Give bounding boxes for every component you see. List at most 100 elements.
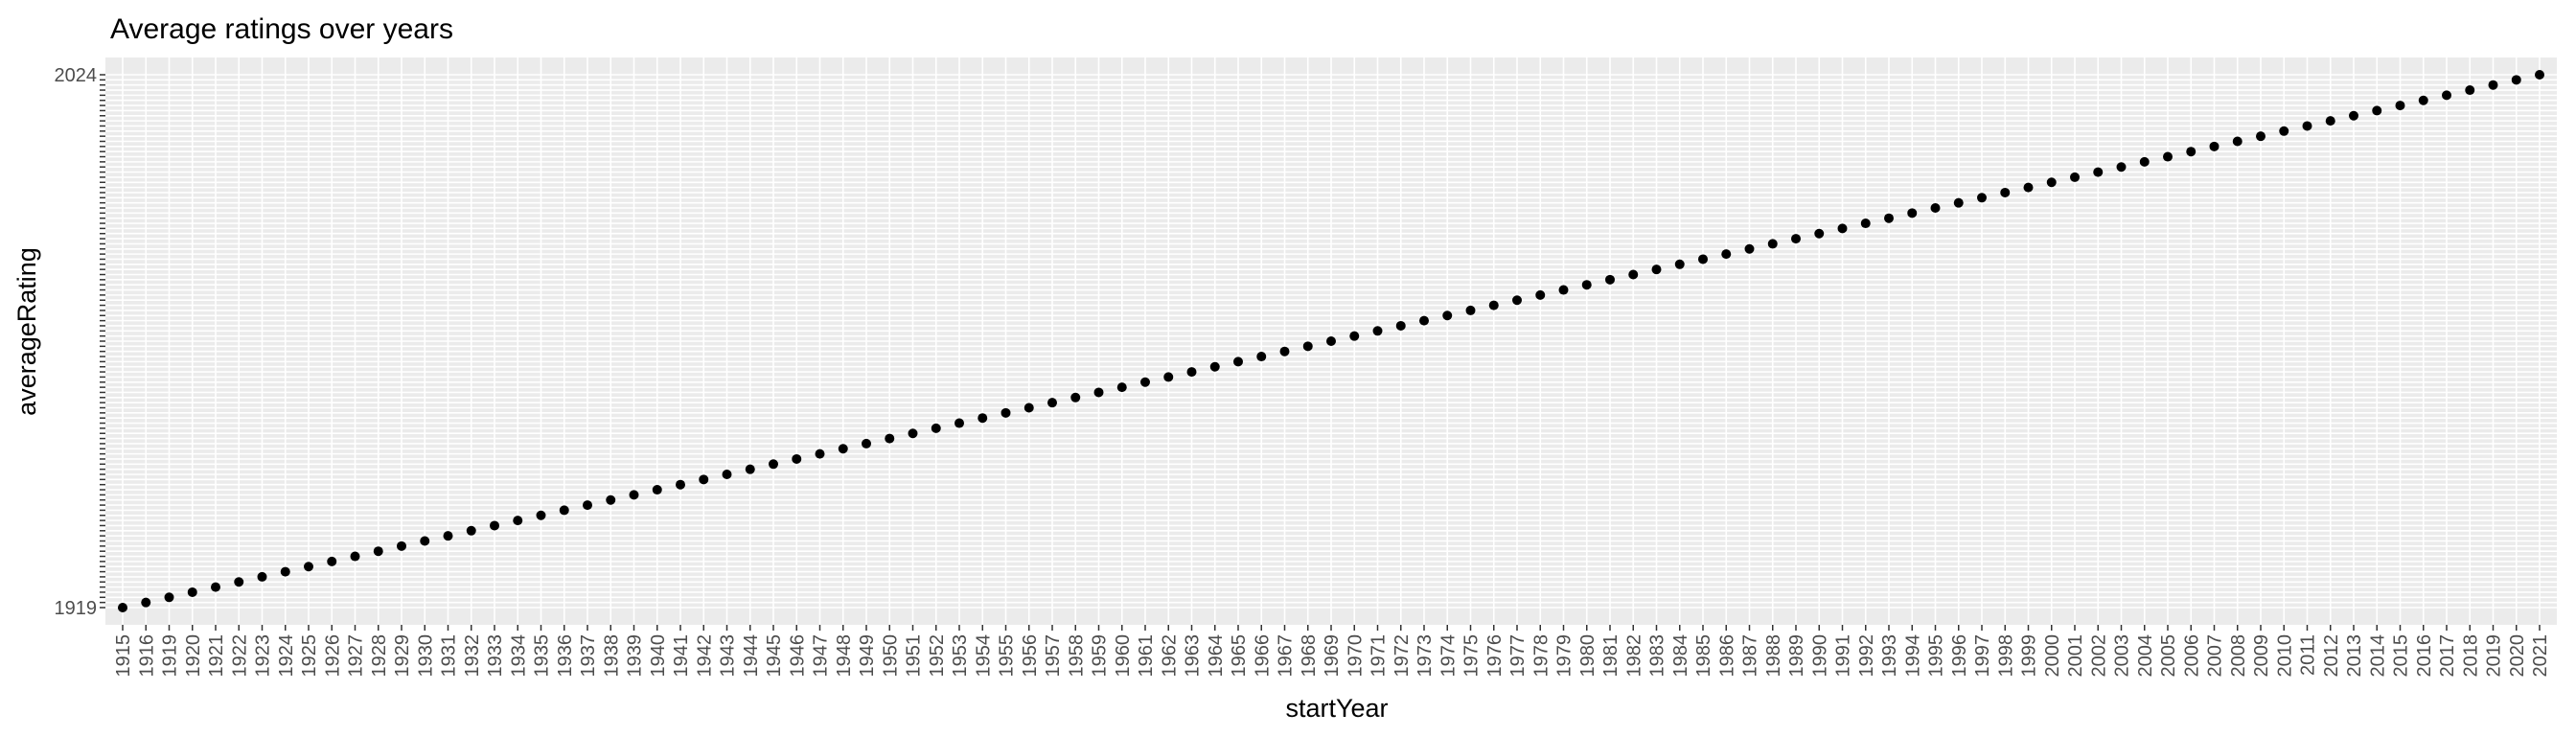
data-point bbox=[1000, 407, 1011, 418]
data-point bbox=[1488, 300, 1499, 310]
x-tick-label: 1966 bbox=[1252, 634, 1273, 678]
data-point bbox=[745, 464, 755, 474]
x-tick-label: 1998 bbox=[1995, 634, 2016, 678]
x-tick-label: 2012 bbox=[2321, 634, 2342, 678]
data-point bbox=[931, 423, 941, 433]
data-point bbox=[1907, 208, 1918, 218]
x-tick-label: 1984 bbox=[1670, 634, 1691, 678]
data-point bbox=[2116, 162, 2127, 172]
x-tick-label: 1950 bbox=[880, 634, 901, 678]
data-point bbox=[815, 448, 825, 459]
x-tick-label: 1925 bbox=[299, 634, 320, 678]
chart-title: Average ratings over years bbox=[110, 13, 453, 45]
x-tick-label: 2018 bbox=[2460, 634, 2481, 678]
x-tick-label: 1988 bbox=[1763, 634, 1784, 678]
x-tick-label: 1929 bbox=[392, 634, 413, 678]
x-tick-label: 2008 bbox=[2228, 634, 2249, 678]
data-point bbox=[583, 500, 592, 511]
data-point bbox=[1302, 341, 1313, 352]
data-point bbox=[2046, 177, 2057, 188]
x-tick-label: 1937 bbox=[578, 634, 599, 678]
x-tick-label: 1936 bbox=[555, 634, 576, 678]
x-tick-label: 1955 bbox=[997, 634, 1018, 678]
data-point bbox=[978, 413, 988, 424]
data-point bbox=[559, 505, 569, 516]
x-tick-label: 2009 bbox=[2251, 634, 2272, 678]
data-point bbox=[2256, 131, 2266, 142]
y-tick-label: 2024 bbox=[55, 65, 98, 86]
x-tick-label: 1972 bbox=[1392, 634, 1413, 678]
x-tick-label: 1945 bbox=[764, 634, 785, 678]
x-tick-label: 1940 bbox=[648, 634, 669, 678]
data-point bbox=[1884, 213, 1894, 223]
x-axis-title: startYear bbox=[1285, 694, 1388, 723]
x-tick-label: 1919 bbox=[160, 634, 181, 678]
x-tick-label: 1930 bbox=[415, 634, 436, 678]
data-point bbox=[1558, 285, 1569, 295]
x-tick-label: 1944 bbox=[741, 634, 762, 678]
data-point bbox=[1279, 346, 1290, 356]
data-point bbox=[1395, 320, 1406, 331]
data-point bbox=[1233, 356, 1243, 367]
x-tick-label: 1916 bbox=[136, 634, 157, 678]
x-tick-label: 2015 bbox=[2391, 634, 2412, 678]
data-point bbox=[1814, 228, 1825, 239]
x-tick-label: 1921 bbox=[206, 634, 227, 678]
data-point bbox=[257, 571, 267, 582]
data-point bbox=[1442, 310, 1453, 321]
data-point bbox=[304, 562, 313, 572]
data-point bbox=[211, 582, 220, 592]
x-tick-label: 1999 bbox=[2019, 634, 2040, 678]
x-tick-label: 2000 bbox=[2042, 634, 2063, 678]
x-tick-label: 1954 bbox=[973, 634, 994, 678]
data-point bbox=[1116, 382, 1127, 393]
data-point bbox=[141, 597, 151, 608]
x-tick-label: 2004 bbox=[2135, 634, 2156, 678]
data-point bbox=[1651, 264, 1662, 275]
x-tick-label: 1960 bbox=[1113, 634, 1134, 678]
data-point bbox=[2442, 90, 2451, 101]
x-tick-label: 2021 bbox=[2530, 634, 2551, 678]
x-tick-label: 1915 bbox=[113, 634, 134, 678]
data-point bbox=[536, 510, 546, 520]
data-point bbox=[443, 531, 453, 541]
data-point bbox=[2511, 75, 2521, 85]
data-point bbox=[838, 444, 848, 454]
data-point bbox=[1791, 234, 1801, 244]
data-point bbox=[1744, 243, 1755, 254]
x-tick-label: 1997 bbox=[1972, 634, 1993, 678]
x-tick-label: 1977 bbox=[1507, 634, 1529, 678]
x-tick-label: 2014 bbox=[2367, 634, 2388, 678]
x-tick-label: 1969 bbox=[1322, 634, 1343, 678]
x-tick-label: 1987 bbox=[1740, 634, 1761, 678]
data-point bbox=[1512, 295, 1522, 306]
x-tick-label: 1935 bbox=[532, 634, 553, 678]
x-tick-label: 1962 bbox=[1159, 634, 1180, 678]
data-point bbox=[908, 428, 918, 439]
x-tick-label: 1942 bbox=[694, 634, 715, 678]
x-tick-label: 1968 bbox=[1299, 634, 1320, 678]
x-tick-label: 1951 bbox=[904, 634, 925, 678]
x-tick-label: 2005 bbox=[2158, 634, 2179, 678]
x-tick-label: 1985 bbox=[1693, 634, 1714, 678]
x-tick-label: 1952 bbox=[927, 634, 948, 678]
x-tick-label: 1939 bbox=[625, 634, 646, 678]
x-tick-label: 1970 bbox=[1345, 634, 1366, 678]
x-tick-label: 1931 bbox=[439, 634, 460, 678]
data-point bbox=[606, 494, 616, 505]
x-tick-label: 1961 bbox=[1136, 634, 1157, 678]
x-tick-label: 2017 bbox=[2437, 634, 2458, 678]
data-point bbox=[1140, 377, 1150, 387]
x-tick-label: 1974 bbox=[1438, 634, 1459, 678]
x-tick-label: 1992 bbox=[1856, 634, 1877, 678]
data-point bbox=[1256, 352, 1267, 362]
x-tick-label: 1993 bbox=[1879, 634, 1900, 678]
x-tick-label: 1957 bbox=[1043, 634, 1064, 678]
data-point bbox=[1372, 326, 1383, 336]
data-point bbox=[2302, 121, 2312, 131]
data-point bbox=[1024, 402, 1034, 413]
x-tick-label: 1980 bbox=[1577, 634, 1598, 678]
data-point bbox=[1605, 274, 1615, 285]
data-point bbox=[420, 536, 430, 546]
